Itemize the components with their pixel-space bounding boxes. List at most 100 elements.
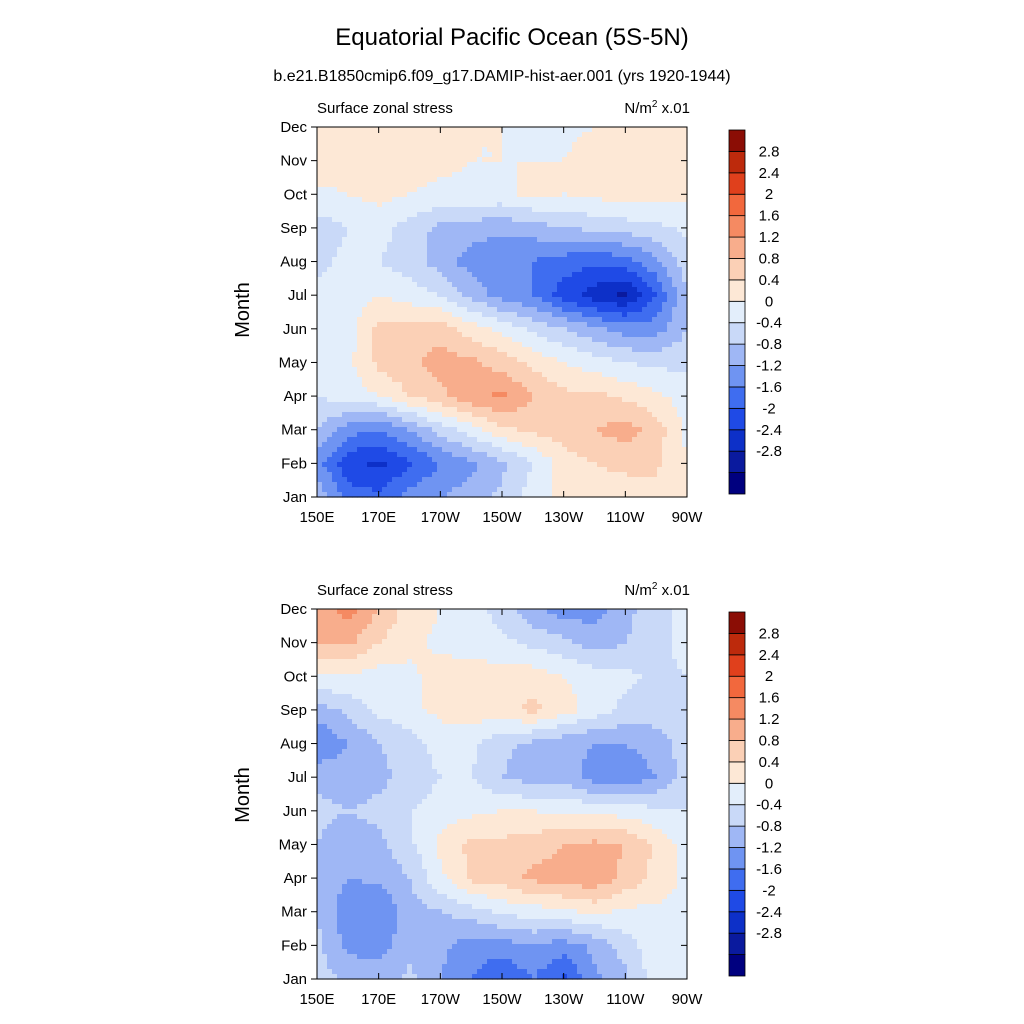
heatmap-cell <box>432 397 438 403</box>
heatmap-cell <box>422 372 428 378</box>
heatmap-cell <box>597 302 603 308</box>
heatmap-cell <box>427 192 433 198</box>
heatmap-cell <box>522 157 528 163</box>
heatmap-cell <box>572 337 578 343</box>
heatmap-cell <box>492 442 498 448</box>
heatmap-cell <box>352 277 358 283</box>
heatmap-cell <box>442 392 448 398</box>
heatmap-cell <box>422 202 428 208</box>
heatmap-cell <box>502 392 508 398</box>
heatmap-cell <box>582 252 588 258</box>
heatmap-cell <box>322 382 328 388</box>
heatmap-cell <box>527 237 533 243</box>
heatmap-cell <box>562 347 568 353</box>
heatmap-cell <box>572 137 578 143</box>
heatmap-cell <box>682 182 688 188</box>
heatmap-cell <box>597 377 603 383</box>
heatmap-cell <box>447 272 453 278</box>
heatmap-cell <box>622 177 628 183</box>
heatmap-cell <box>357 282 363 288</box>
heatmap-cell <box>527 257 533 263</box>
heatmap-cell <box>617 422 623 428</box>
heatmap-cell <box>612 302 618 308</box>
heatmap-cell <box>572 232 578 238</box>
heatmap-cell <box>447 317 453 323</box>
heatmap-cell <box>357 307 363 313</box>
heatmap-cell <box>662 217 668 223</box>
heatmap-cell <box>392 277 398 283</box>
heatmap-cell <box>467 417 473 423</box>
heatmap-cell <box>352 202 358 208</box>
heatmap-cell <box>402 282 408 288</box>
heatmap-cell <box>522 182 528 188</box>
heatmap-cell <box>442 447 448 453</box>
heatmap-cell <box>472 442 478 448</box>
heatmap-cell <box>612 347 618 353</box>
heatmap-cell <box>647 362 653 368</box>
heatmap-cell <box>322 232 328 238</box>
heatmap-cell <box>587 167 593 173</box>
heatmap-cell <box>567 202 573 208</box>
heatmap-cell <box>512 167 518 173</box>
heatmap-cell <box>332 377 338 383</box>
heatmap-cell <box>632 207 638 213</box>
heatmap-cell <box>627 217 633 223</box>
heatmap-cell <box>562 202 568 208</box>
heatmap-cell <box>432 182 438 188</box>
heatmap-cell <box>587 392 593 398</box>
heatmap-cell <box>662 377 668 383</box>
heatmap-cell <box>407 162 413 168</box>
heatmap-cell <box>377 397 383 403</box>
heatmap-cell <box>457 332 463 338</box>
heatmap-cell <box>647 262 653 268</box>
heatmap-cell <box>462 277 468 283</box>
heatmap-cell <box>552 137 558 143</box>
heatmap-cell <box>562 232 568 238</box>
heatmap-cell <box>592 287 598 293</box>
heatmap-cell <box>567 377 573 383</box>
heatmap-cell <box>382 202 388 208</box>
heatmap-cell <box>617 392 623 398</box>
heatmap-cell <box>562 392 568 398</box>
heatmap-cell <box>577 407 583 413</box>
heatmap-cell <box>552 427 558 433</box>
heatmap-cell <box>552 182 558 188</box>
heatmap-cell <box>647 372 653 378</box>
heatmap-cell <box>442 167 448 173</box>
heatmap-cell <box>357 362 363 368</box>
heatmap-cell <box>547 132 553 138</box>
heatmap-cell <box>577 362 583 368</box>
heatmap-cell <box>372 127 378 133</box>
heatmap-cell <box>622 457 628 463</box>
heatmap-cell <box>367 362 373 368</box>
heatmap-cell <box>637 137 643 143</box>
heatmap-cell <box>627 397 633 403</box>
heatmap-cell <box>442 227 448 233</box>
heatmap-cell <box>452 227 458 233</box>
heatmap-cell <box>517 337 523 343</box>
heatmap-cell <box>477 257 483 263</box>
heatmap-cell <box>627 172 633 178</box>
heatmap-cell <box>452 442 458 448</box>
heatmap-cell <box>572 397 578 403</box>
heatmap-cell <box>597 382 603 388</box>
heatmap-cell <box>612 212 618 218</box>
heatmap-cell <box>682 322 688 328</box>
heatmap-cell <box>562 357 568 363</box>
heatmap-cell <box>562 412 568 418</box>
heatmap-cell <box>572 277 578 283</box>
heatmap-cell <box>632 417 638 423</box>
heatmap-cell <box>372 377 378 383</box>
heatmap-cell <box>557 282 563 288</box>
heatmap-cell <box>567 247 573 253</box>
heatmap-cell <box>352 152 358 158</box>
heatmap-cell <box>547 412 553 418</box>
heatmap-cell <box>402 392 408 398</box>
heatmap-cell <box>592 392 598 398</box>
heatmap-cell <box>427 382 433 388</box>
heatmap-cell <box>632 322 638 328</box>
heatmap-cell <box>592 262 598 268</box>
heatmap-cell <box>557 152 563 158</box>
heatmap-cell <box>347 407 353 413</box>
heatmap-cell <box>372 162 378 168</box>
